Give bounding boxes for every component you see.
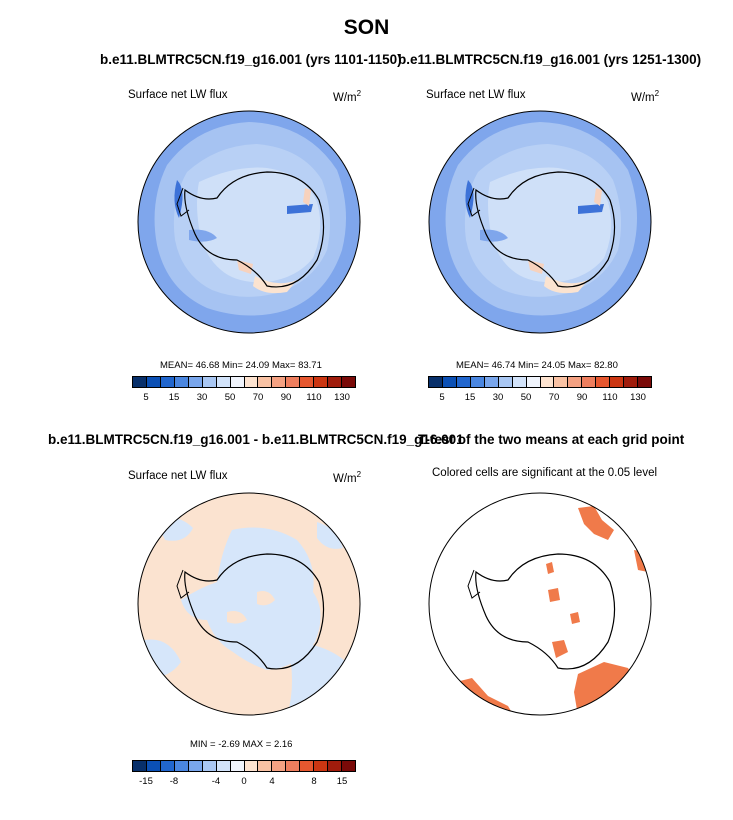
colorbar-swatch [230,377,245,387]
colorbar-swatch [188,377,203,387]
colorbar-swatch [596,377,611,387]
colorbar-tick-label: 15 [464,392,476,403]
colorbar-tick-label: -8 [169,776,179,787]
map-panel-2 [428,110,652,334]
colorbar-swatch [258,761,273,771]
colorbar-swatch [314,761,329,771]
colorbar-swatch [133,761,147,771]
colorbar-tick-label: -15 [139,776,153,787]
panel-3-stats: MIN = -2.69 MAX = 2.16 [190,739,293,750]
colorbar-tick-label: 30 [196,392,208,403]
panel-2-stats: MEAN= 46.74 Min= 24.05 Max= 82.80 [456,360,618,371]
map-panel-1 [137,110,361,334]
panel-1-stats: MEAN= 46.68 Min= 24.09 Max= 83.71 [160,360,322,371]
colorbar-swatch [512,377,527,387]
panel-3-variable: Surface net LW flux [128,470,228,482]
colorbar-tick-label: 5 [439,392,445,403]
colorbar-swatch [300,761,315,771]
panel-1-title: b.e11.BLMTRC5CN.f19_g16.001 (yrs 1101-11… [100,52,402,67]
colorbar-tick-label: 70 [548,392,560,403]
colorbar-swatch [216,761,231,771]
colorbar-swatch [300,377,315,387]
colorbar-swatch [342,377,355,387]
colorbar-tick-label: 0 [241,776,247,787]
colorbar-swatch [230,761,245,771]
colorbar-swatch [174,761,189,771]
panel-3-units: W/m2 [333,470,362,485]
panel-1-units: W/m2 [333,89,362,104]
colorbar-swatch [286,377,301,387]
colorbar-tick-label: -4 [211,776,221,787]
colorbar-swatch [540,377,555,387]
colorbar-swatch [610,377,625,387]
colorbar-swatch [160,761,175,771]
panel-3-title: b.e11.BLMTRC5CN.f19_g16.001 - b.e11.BLMT… [48,432,464,447]
colorbar-swatch [146,377,161,387]
colorbar-tick-label: 8 [311,776,317,787]
panel-4-subtitle: Colored cells are significant at the 0.0… [432,467,658,479]
colorbar-swatch [160,377,175,387]
colorbar-tick-label: 5 [143,392,149,403]
colorbar-tick-label: 50 [520,392,532,403]
colorbar-tick-label: 15 [168,392,180,403]
colorbar-tick-label: 90 [280,392,292,403]
colorbar-tick-label: 4 [269,776,275,787]
colorbar-panel-1 [132,376,356,388]
colorbar-tick-label: 15 [336,776,348,787]
colorbar-swatch [286,761,301,771]
colorbar-swatch [244,761,259,771]
colorbar-swatch [314,377,329,387]
colorbar-swatch [272,761,287,771]
colorbar-swatch [470,377,485,387]
colorbar-swatch [582,377,597,387]
panel-2-title: b.e11.BLMTRC5CN.f19_g16.001 (yrs 1251-13… [398,52,702,67]
map-panel-3-difference [137,492,361,716]
colorbar-swatch [526,377,541,387]
colorbar-swatch [133,377,147,387]
colorbar-swatch [624,377,639,387]
colorbar-swatch [174,377,189,387]
panel-2-units: W/m2 [631,89,660,104]
map-panel-4-ttest [428,492,652,716]
colorbar-swatch [342,761,355,771]
colorbar-swatch [554,377,569,387]
colorbar-tick-label: 110 [306,392,322,403]
colorbar-tick-label: 50 [224,392,236,403]
colorbar-swatch [188,761,203,771]
colorbar-tick-label: 130 [334,392,350,403]
colorbar-swatch [328,377,343,387]
colorbar-swatch [202,761,217,771]
colorbar-swatch [498,377,513,387]
colorbar-swatch [484,377,499,387]
panel-1-variable: Surface net LW flux [128,89,228,101]
colorbar-swatch [429,377,443,387]
panel-2-variable: Surface net LW flux [426,89,526,101]
colorbar-swatch [216,377,231,387]
colorbar-swatch [202,377,217,387]
colorbar-swatch [244,377,259,387]
colorbar-swatch [272,377,287,387]
colorbar-swatch [442,377,457,387]
colorbar-swatch [146,761,161,771]
colorbar-tick-label: 90 [576,392,588,403]
panel-4-title: T-test of the two means at each grid poi… [418,432,685,447]
colorbar-panel-3 [132,760,356,772]
figure-title: SON [343,16,390,39]
colorbar-tick-label: 130 [630,392,646,403]
colorbar-tick-label: 110 [602,392,618,403]
colorbar-swatch [638,377,651,387]
colorbar-swatch [258,377,273,387]
colorbar-tick-label: 30 [492,392,504,403]
colorbar-swatch [456,377,471,387]
colorbar-panel-2 [428,376,652,388]
colorbar-tick-label: 70 [252,392,264,403]
colorbar-swatch [328,761,343,771]
colorbar-swatch [568,377,583,387]
